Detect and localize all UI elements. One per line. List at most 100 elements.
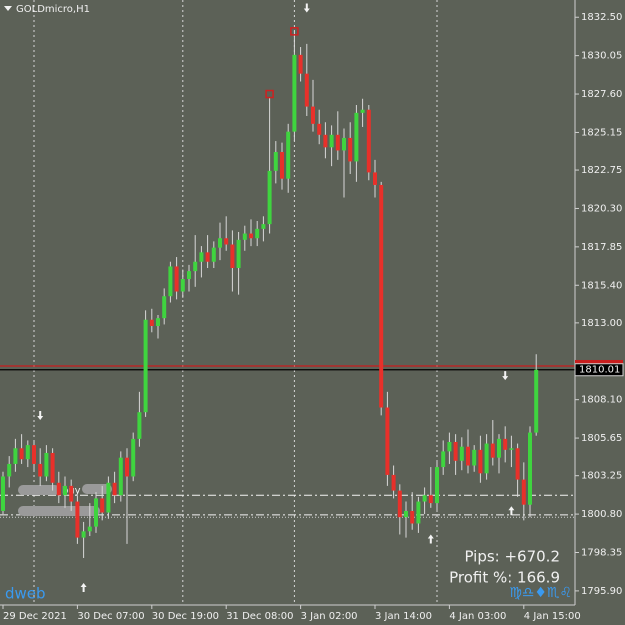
- candle-body: [7, 463, 12, 477]
- x-tick-label: 3 Jan 14:00: [375, 611, 432, 622]
- candle-body: [137, 412, 142, 439]
- candle-body: [118, 457, 123, 496]
- candle-body: [459, 446, 464, 461]
- candle-body: [249, 233, 253, 239]
- y-tick-label: 1813.00: [581, 318, 622, 329]
- redaction: [18, 506, 100, 516]
- menu-triangle[interactable]: [4, 6, 12, 11]
- y-tick-label: 1798.35: [581, 547, 622, 558]
- y-tick-label: 1795.90: [581, 586, 622, 597]
- candle-body: [38, 463, 43, 477]
- candle-body: [404, 510, 408, 518]
- candle-body: [466, 446, 470, 466]
- candle-body: [87, 526, 92, 532]
- candle-body: [273, 152, 278, 171]
- signal-arrow: [37, 411, 44, 421]
- candle-body: [32, 445, 36, 464]
- candle-body: [230, 244, 235, 269]
- candle-body: [211, 247, 216, 262]
- y-tick-label: 1830.05: [581, 51, 622, 62]
- x-tick-label: 30 Dec 07:00: [77, 611, 144, 622]
- x-tick-label: 4 Jan 03:00: [449, 611, 506, 622]
- candle-body: [317, 123, 322, 135]
- candle-body: [81, 531, 86, 538]
- signal-arrow: [508, 506, 515, 516]
- x-tick-label: 30 Dec 19:00: [152, 611, 219, 622]
- y-tick-label: 1800.80: [581, 509, 622, 520]
- candle-body: [503, 438, 508, 450]
- y-tick-label: 1827.60: [581, 89, 622, 100]
- candle-body: [472, 449, 477, 466]
- y-tick-label: 1817.85: [581, 242, 622, 253]
- y-tick-label: 1805.65: [581, 433, 622, 444]
- candle-body: [50, 452, 55, 483]
- brand: dweb: [5, 585, 46, 603]
- candle-body: [162, 296, 167, 319]
- candle-body: [143, 319, 148, 413]
- signal-arrow: [303, 3, 310, 13]
- candle-body: [19, 448, 24, 460]
- candle-body: [94, 498, 98, 527]
- candle-body: [484, 443, 489, 474]
- candle-body: [335, 134, 340, 151]
- candle-body: [174, 266, 179, 292]
- candle-body: [490, 443, 495, 458]
- price-label: 1810.01: [579, 365, 620, 376]
- signal-arrow: [80, 583, 87, 593]
- pips-text: Pips: +670.2: [464, 548, 560, 566]
- candle-body: [453, 441, 458, 461]
- candle-body: [428, 495, 433, 504]
- candle-body: [149, 319, 154, 327]
- candle-body: [435, 467, 439, 504]
- y-tick-label: 1832.50: [581, 12, 622, 23]
- candle-body: [286, 131, 291, 179]
- plot: buy: [0, 0, 575, 605]
- candle-body: [13, 448, 18, 464]
- candle-body: [156, 318, 160, 327]
- chart-title: GOLDmicro,H1: [16, 4, 90, 15]
- candle-body: [534, 369, 539, 433]
- symbols: ♍♎♦♏♌: [509, 585, 572, 601]
- candle-body: [416, 501, 421, 524]
- signal-arrow: [427, 534, 434, 544]
- candle-body: [1, 476, 5, 511]
- x-tick-label: 3 Jan 02:00: [301, 611, 358, 622]
- candle-body: [342, 137, 346, 151]
- candle-body: [168, 266, 173, 297]
- candle-body: [515, 448, 520, 480]
- candle-body: [131, 438, 136, 477]
- candle-body: [187, 271, 191, 279]
- x-tick-label: 31 Dec 08:00: [226, 611, 293, 622]
- candle-body: [205, 252, 210, 262]
- candle-body: [69, 485, 74, 502]
- candle-body: [360, 109, 365, 113]
- price-label-box: [574, 363, 624, 377]
- candle-body: [329, 134, 334, 148]
- y-tick-label: 1808.10: [581, 395, 622, 406]
- redaction: [18, 485, 60, 495]
- candle-body: [199, 252, 204, 262]
- y-tick-label: 1803.25: [581, 471, 622, 482]
- candle-body: [447, 441, 452, 452]
- profit-text: Profit %: 166.9: [449, 569, 560, 587]
- candle-body: [267, 170, 272, 225]
- candle-body: [112, 482, 117, 496]
- candle-body: [280, 152, 284, 179]
- candle-body: [366, 109, 371, 173]
- candle-body: [125, 457, 129, 477]
- candle-body: [379, 184, 384, 408]
- candle-body: [63, 485, 67, 496]
- y-tick-label: 1815.40: [581, 280, 622, 291]
- marker: [265, 89, 274, 99]
- candle-body: [218, 238, 222, 248]
- candle-body: [391, 474, 396, 491]
- candle-body: [298, 54, 303, 74]
- candle-body: [292, 54, 297, 132]
- candle-body: [224, 238, 229, 245]
- x-tick-label: 4 Jan 15:00: [524, 611, 581, 622]
- y-tick-label: 1825.15: [581, 127, 622, 138]
- candle-body: [44, 452, 49, 477]
- candle-body: [441, 451, 446, 468]
- candle-body: [242, 233, 247, 240]
